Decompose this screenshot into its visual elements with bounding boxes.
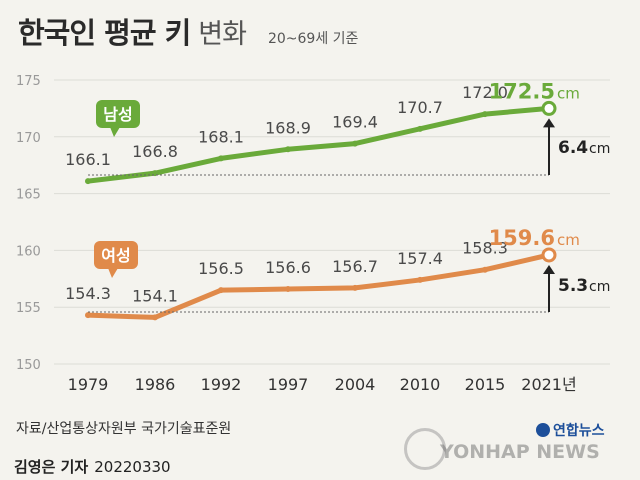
diff-label: 6.4 [558, 138, 588, 158]
x-tick-label: 1992 [201, 375, 242, 394]
data-label: 157.4 [397, 249, 443, 268]
diff-unit: cm [589, 141, 610, 157]
series-badge-tail [108, 268, 118, 278]
data-point [482, 111, 488, 118]
title-sub: 변화 [198, 19, 247, 50]
series-badge-tail [110, 127, 120, 137]
data-label: 154.3 [65, 284, 111, 303]
data-label: 170.7 [397, 98, 443, 117]
data-point [85, 312, 91, 319]
series-badge-label: 남성 [103, 105, 132, 124]
data-point [482, 266, 488, 273]
data-label-last: 172.5 [489, 79, 555, 103]
y-tick-label: 170 [16, 131, 41, 146]
data-label: 168.9 [265, 118, 311, 137]
diff-unit: cm [589, 279, 610, 295]
y-tick-label: 160 [16, 244, 41, 259]
x-tick-label: 2004 [335, 375, 376, 394]
data-label: 168.1 [198, 127, 244, 146]
y-tick-label: 175 [16, 74, 41, 89]
data-point-last [541, 247, 557, 263]
height-line-chart: 150 155 160 165 170 175 1979 1986 1992 1997 2004 20… [16, 74, 610, 394]
data-label: 169.4 [332, 113, 378, 132]
x-tick-label: 2021년 [521, 375, 576, 394]
data-point [417, 276, 423, 283]
data-label: 154.1 [132, 286, 178, 305]
data-label: 158.3 [462, 239, 508, 258]
data-point [417, 125, 423, 132]
series-line-1 [85, 252, 552, 320]
data-label: 156.5 [198, 259, 244, 278]
data-label: 166.1 [65, 150, 111, 169]
publish-date: 20220330 [94, 458, 171, 476]
diff-label: 5.3 [558, 276, 588, 296]
source-note: 자료/산업통상자원부 국가기술표준원 [16, 421, 232, 437]
logo-ko-text: 연합뉴스 [553, 423, 605, 439]
yonhap-logo: 연합뉴스 [536, 420, 605, 440]
series-badge-label: 여성 [101, 246, 130, 265]
data-point [352, 284, 358, 291]
series-line-0 [85, 105, 552, 184]
x-tick-label: 1986 [135, 375, 176, 394]
y-tick-label: 155 [16, 301, 41, 316]
data-label: 156.6 [265, 258, 311, 277]
x-tick-label: 1979 [68, 375, 109, 394]
data-point [152, 314, 158, 321]
data-label-last: 159.6 [489, 226, 555, 250]
diff-arrowhead [543, 264, 555, 274]
y-tick-label: 165 [16, 188, 41, 203]
chart-title: 한국인 평균 키 변화 20~69세 기준 [18, 10, 358, 52]
watermark-icon [404, 428, 446, 470]
data-point [85, 178, 91, 185]
x-tick-label: 2015 [465, 375, 506, 394]
data-label-unit: cm [557, 84, 580, 102]
title-note: 20~69세 기준 [267, 31, 359, 47]
data-label: 156.7 [332, 257, 378, 276]
data-point-last [541, 100, 557, 116]
data-label: 172.0 [462, 83, 508, 102]
x-tick-label: 1997 [268, 375, 309, 394]
byline: 김영은 기자 20220330 [14, 456, 171, 477]
yonhap-mark-icon [536, 423, 550, 437]
data-point [218, 155, 224, 162]
data-point [218, 287, 224, 294]
data-point [285, 146, 291, 153]
data-point [285, 286, 291, 293]
data-point [352, 140, 358, 147]
data-label: 166.8 [132, 142, 178, 161]
watermark-text: YONHAP NEWS [440, 441, 600, 463]
diff-arrowhead [543, 118, 555, 128]
author: 김영은 기자 [14, 458, 89, 476]
series-badge [94, 241, 138, 269]
title-main: 한국인 평균 키 [18, 16, 191, 50]
data-label-unit: cm [557, 231, 580, 249]
series-badge [96, 100, 140, 128]
x-tick-label: 2010 [400, 375, 441, 394]
y-tick-label: 150 [16, 358, 41, 373]
